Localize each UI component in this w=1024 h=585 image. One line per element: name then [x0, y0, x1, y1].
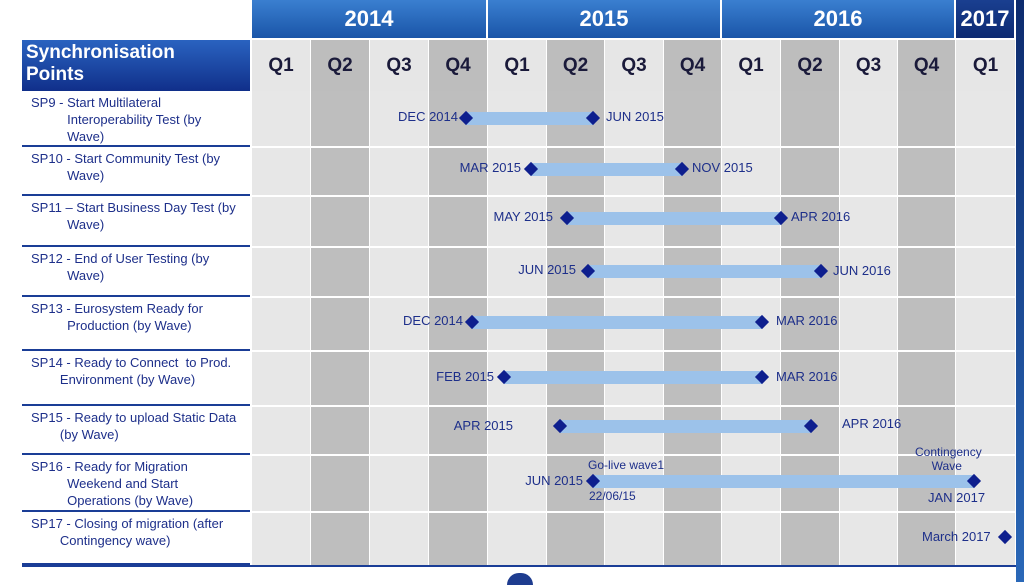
sync-point-label: SP10 - Start Community Test (by Wave) — [22, 147, 250, 196]
row-divider — [252, 350, 1016, 352]
timeline-bar — [560, 420, 811, 433]
end-date-label: JUN 2015 — [606, 109, 664, 124]
year-header-2016: 2016 — [722, 0, 956, 38]
start-date-label: DEC 2014 — [403, 313, 463, 328]
quarter-column — [370, 91, 429, 566]
start-date-label: DEC 2014 — [398, 109, 458, 124]
go-live-note: Go-live wave1 — [588, 458, 665, 472]
quarter-column — [311, 91, 370, 566]
quarter-column — [252, 91, 311, 566]
quarter-header: Q4 — [898, 40, 956, 91]
end-date-label: APR 2016 — [791, 209, 851, 224]
row-divider — [252, 511, 1016, 513]
quarter-header: Q1 — [722, 40, 781, 91]
row-divider — [252, 454, 1016, 456]
start-date-label: JUN 2015 — [518, 262, 576, 277]
sync-point-label: SP13 - Eurosystem Ready for Production (… — [22, 297, 250, 351]
year-header-2014: 2014 — [252, 0, 488, 38]
sync-point-label: SP16 - Ready for Migration Weekend and S… — [22, 455, 250, 512]
sync-point-label: SP17 - Closing of migration (after Conti… — [22, 512, 250, 565]
quarter-column — [840, 91, 898, 566]
quarter-header: Q1 — [488, 40, 547, 91]
bottom-divider — [22, 565, 1016, 567]
start-date-label: JUN 2015 — [525, 473, 583, 488]
end-date-label: JAN 2017 — [928, 490, 986, 505]
row-divider — [252, 405, 1016, 407]
year-header-2017: 2017 — [956, 0, 1016, 38]
row-divider — [252, 146, 1016, 148]
row-divider — [252, 246, 1016, 248]
synchronisation-points-header: Synchronisation Points — [22, 40, 250, 91]
start-date-label: FEB 2015 — [436, 369, 494, 384]
emblem-logo — [507, 573, 533, 585]
quarter-header: Q3 — [370, 40, 429, 91]
contingency-wave-note: Contingency Wave — [915, 445, 982, 473]
timeline-bar — [588, 265, 821, 278]
sync-point-label: SP12 - End of User Testing (by Wave) — [22, 247, 250, 297]
timeline-bar — [531, 163, 682, 176]
start-date-label: MAR 2015 — [459, 160, 521, 175]
go-live-date-note: 22/06/15 — [589, 489, 636, 503]
end-date-label: MAR 2016 — [776, 369, 838, 384]
sync-point-label: SP9 - Start Multilateral Interoperabilit… — [22, 91, 250, 147]
timeline-bar — [567, 212, 781, 225]
timeline-bar — [466, 112, 593, 125]
start-date-label: APR 2015 — [453, 418, 513, 433]
end-date-label: JUN 2016 — [833, 263, 891, 278]
timeline-bar — [593, 475, 974, 488]
sync-point-label: SP15 - Ready to upload Static Data (by W… — [22, 406, 250, 455]
quarter-header: Q2 — [311, 40, 370, 91]
end-date-label: NOV 2015 — [692, 160, 753, 175]
quarter-header: Q3 — [840, 40, 898, 91]
quarter-header: Q4 — [664, 40, 722, 91]
quarter-header: Q3 — [605, 40, 664, 91]
quarter-header: Q2 — [547, 40, 605, 91]
decorative-side-strip — [1016, 0, 1024, 582]
row-divider — [252, 195, 1016, 197]
quarter-header: Q2 — [781, 40, 840, 91]
end-date-label: APR 2016 — [842, 416, 902, 431]
sync-point-label: SP11 – Start Business Day Test (by Wave) — [22, 196, 250, 247]
timeline-bar — [472, 316, 762, 329]
year-header-2015: 2015 — [488, 0, 722, 38]
end-date-label: March 2017 — [922, 529, 991, 544]
quarter-header: Q4 — [429, 40, 488, 91]
timeline-bar — [504, 371, 762, 384]
end-date-label: MAR 2016 — [776, 313, 838, 328]
row-divider — [252, 296, 1016, 298]
quarter-header: Q1 — [252, 40, 311, 91]
start-date-label: MAY 2015 — [493, 209, 553, 224]
quarter-header: Q1 — [956, 40, 1016, 91]
sync-point-label: SP14 - Ready to Connect to Prod. Environ… — [22, 351, 250, 406]
quarter-column — [781, 91, 840, 566]
